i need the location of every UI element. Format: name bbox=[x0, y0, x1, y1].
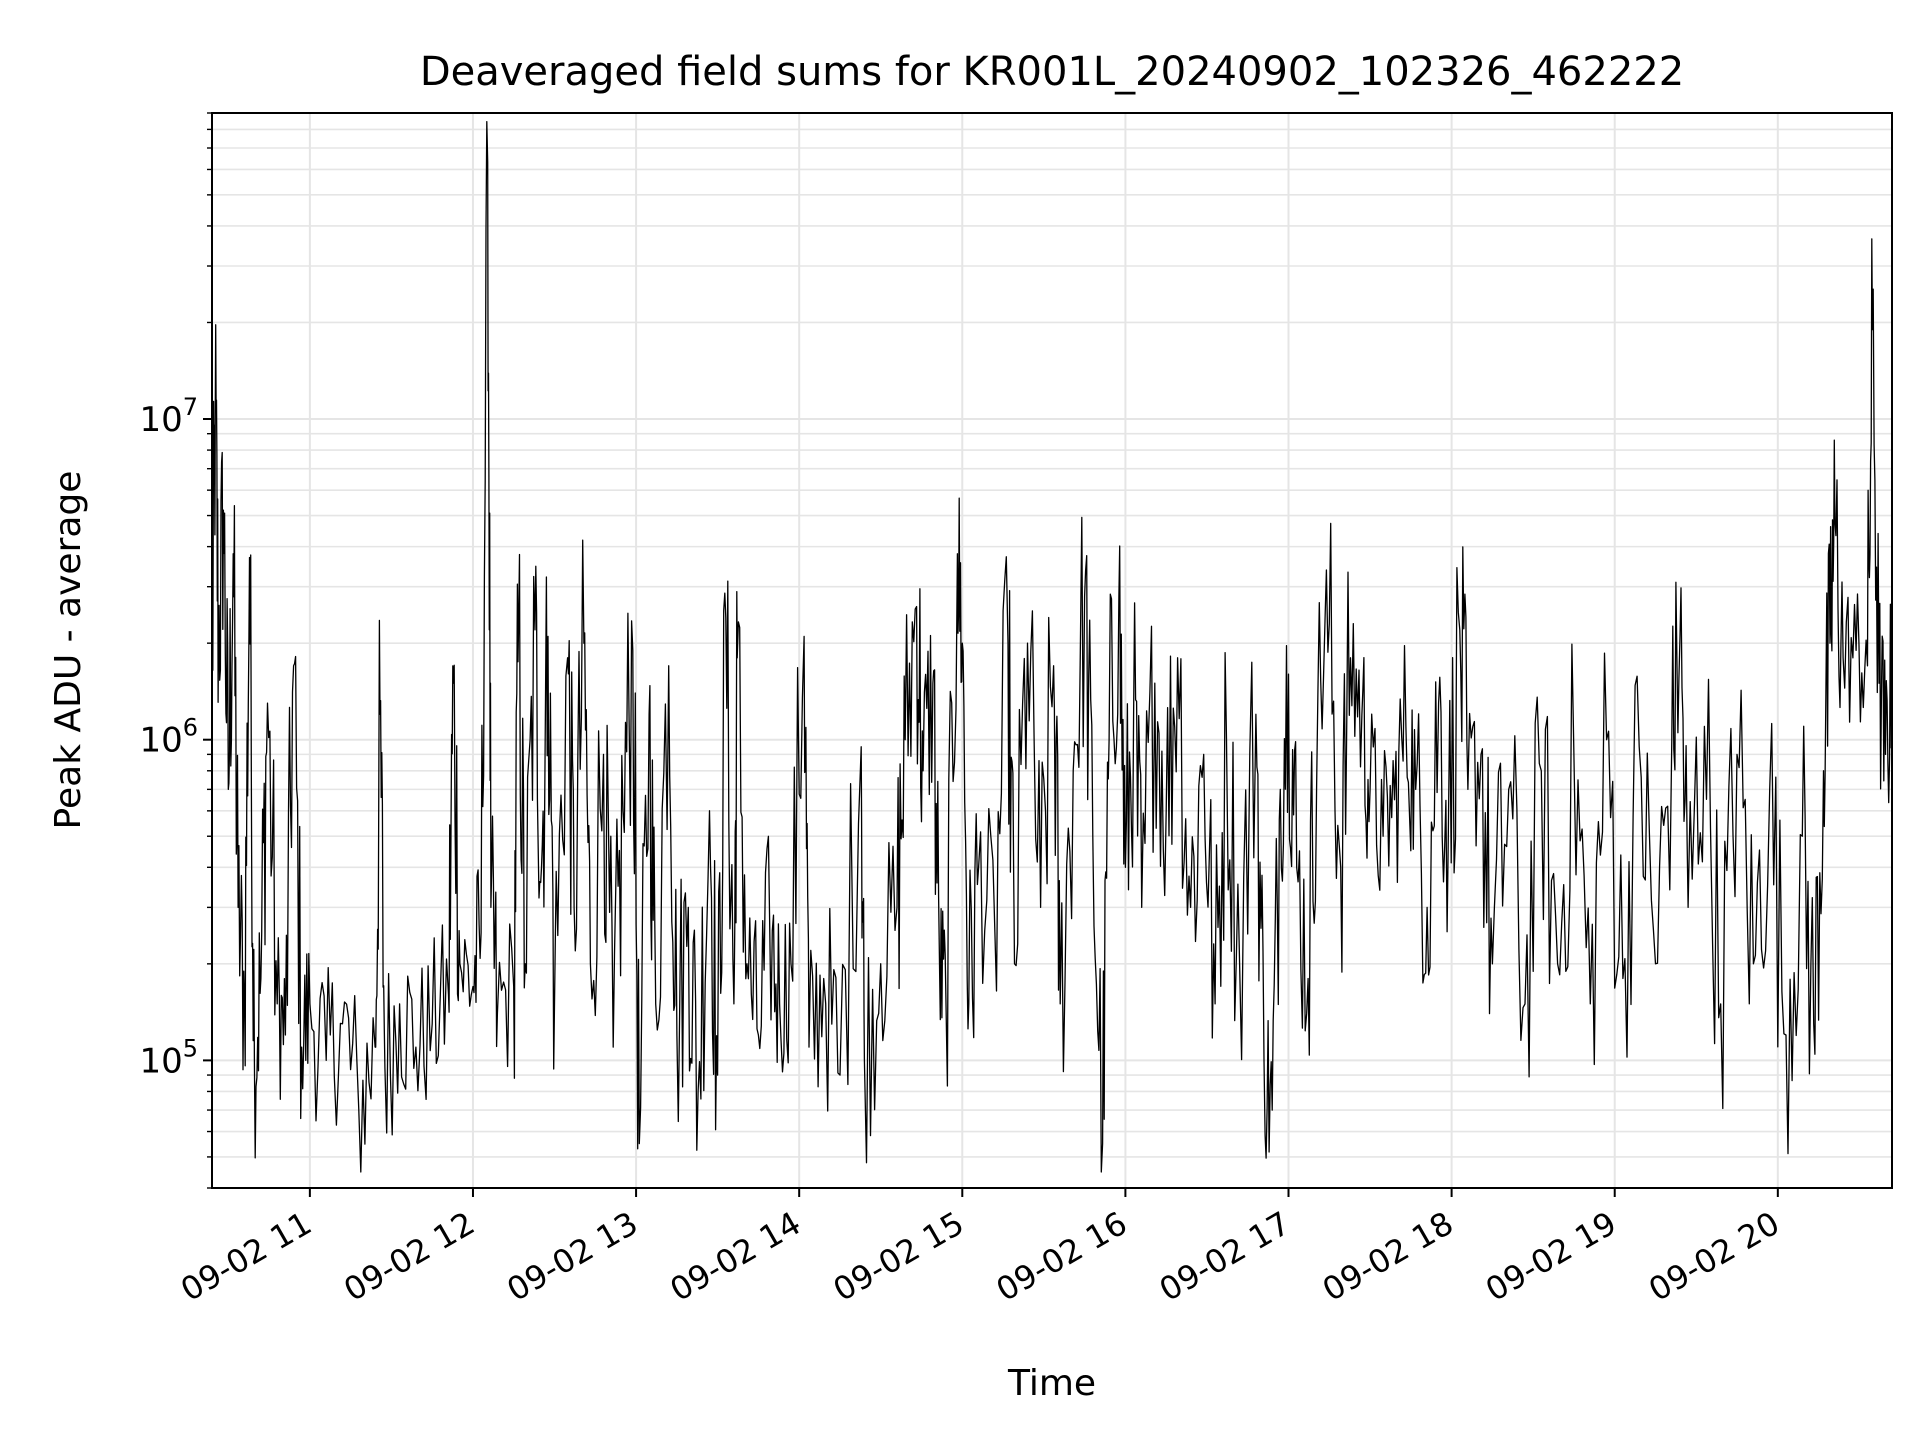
y-axis-label: Peak ADU - average bbox=[48, 471, 89, 830]
y-tick-label-exponent: 7 bbox=[183, 393, 198, 421]
y-tick-label-exponent: 6 bbox=[183, 714, 198, 742]
chart-title: Deaveraged field sums for KR001L_2024090… bbox=[420, 49, 1684, 95]
y-tick-label-exponent: 5 bbox=[183, 1034, 198, 1062]
grid-layer bbox=[212, 112, 1892, 1189]
x-axis-label: Time bbox=[1007, 1363, 1096, 1404]
y-tick-label: 105 bbox=[139, 1034, 198, 1081]
series-layer bbox=[211, 120, 1893, 1173]
series-line bbox=[211, 120, 1893, 1173]
data-series bbox=[211, 120, 1893, 1173]
y-tick-label: 106 bbox=[139, 714, 198, 761]
y-tick-label-base: 10 bbox=[139, 1041, 182, 1081]
plot-frame bbox=[211, 112, 1893, 1189]
y-tick-label-base: 10 bbox=[139, 721, 182, 761]
y-tick-label-base: 10 bbox=[139, 400, 182, 440]
y-tick-label: 107 bbox=[139, 393, 198, 440]
